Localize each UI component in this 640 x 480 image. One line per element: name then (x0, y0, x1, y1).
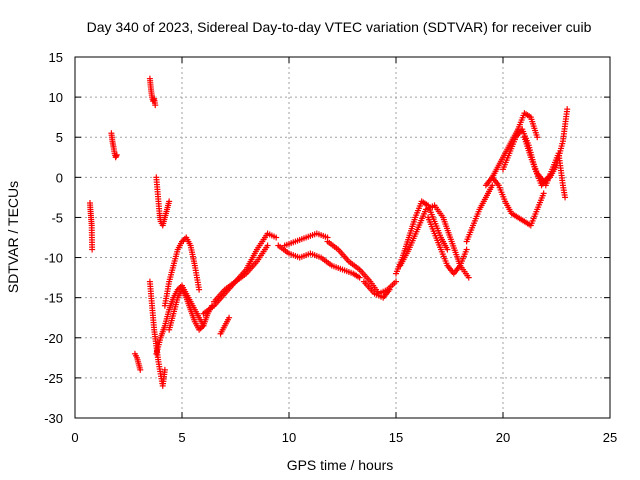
data-point-arc1 (89, 246, 96, 253)
data-point-arc5 (166, 198, 173, 205)
x-axis-label: GPS time / hours (287, 457, 394, 473)
x-tick-label: 0 (71, 430, 78, 445)
ticks: 0 5 10 15 20 25 -30 -25 -20 -15 -10 -5 0 5 10 15 (44, 50, 617, 445)
data-point-arc15 (393, 278, 399, 285)
data-point-arc24 (564, 106, 571, 113)
data-point-arc3 (137, 366, 144, 373)
data-point-arc12 (226, 314, 233, 321)
y-tick-label: -25 (44, 371, 63, 386)
x-tick-label: 15 (389, 430, 403, 445)
data-points (86, 75, 571, 389)
data-point-arc6 (161, 366, 168, 373)
data-point-arc8 (196, 286, 203, 293)
y-tick-label: -15 (44, 291, 63, 306)
x-tick-label: 20 (496, 430, 510, 445)
data-point-arc13 (356, 274, 363, 281)
plot-frame (74, 56, 611, 419)
data-point-arc17 (444, 246, 451, 253)
x-tick-label: 5 (178, 430, 185, 445)
y-tick-label: -30 (44, 411, 63, 426)
y-tick-label: 10 (49, 90, 63, 105)
data-point-arc2 (113, 151, 120, 158)
y-tick-label: 5 (56, 130, 63, 145)
data-point-arc10 (273, 234, 280, 241)
y-tick-label: -10 (44, 251, 63, 266)
data-point-arc25 (562, 194, 569, 201)
x-tick-label: 10 (282, 430, 296, 445)
data-point-arc19 (463, 246, 470, 253)
data-point-arc4 (152, 102, 159, 109)
y-tick-label: -5 (51, 210, 63, 225)
data-point-arc11 (264, 242, 271, 249)
data-point-arc20 (489, 182, 496, 189)
y-tick-label: -20 (44, 331, 63, 346)
y-tick-label: 15 (49, 50, 63, 65)
x-tick-label: 25 (603, 430, 617, 445)
data-point-arc21 (534, 134, 541, 141)
y-axis-label: SDTVAR / TECUs (5, 181, 21, 293)
y-tick-label: 0 (56, 170, 63, 185)
data-point-arc22 (540, 190, 547, 197)
chart-title: Day 340 of 2023, Sidereal Day-to-day VTE… (87, 19, 592, 35)
data-point-arc16 (386, 286, 393, 293)
data-point-arc18 (465, 274, 472, 281)
